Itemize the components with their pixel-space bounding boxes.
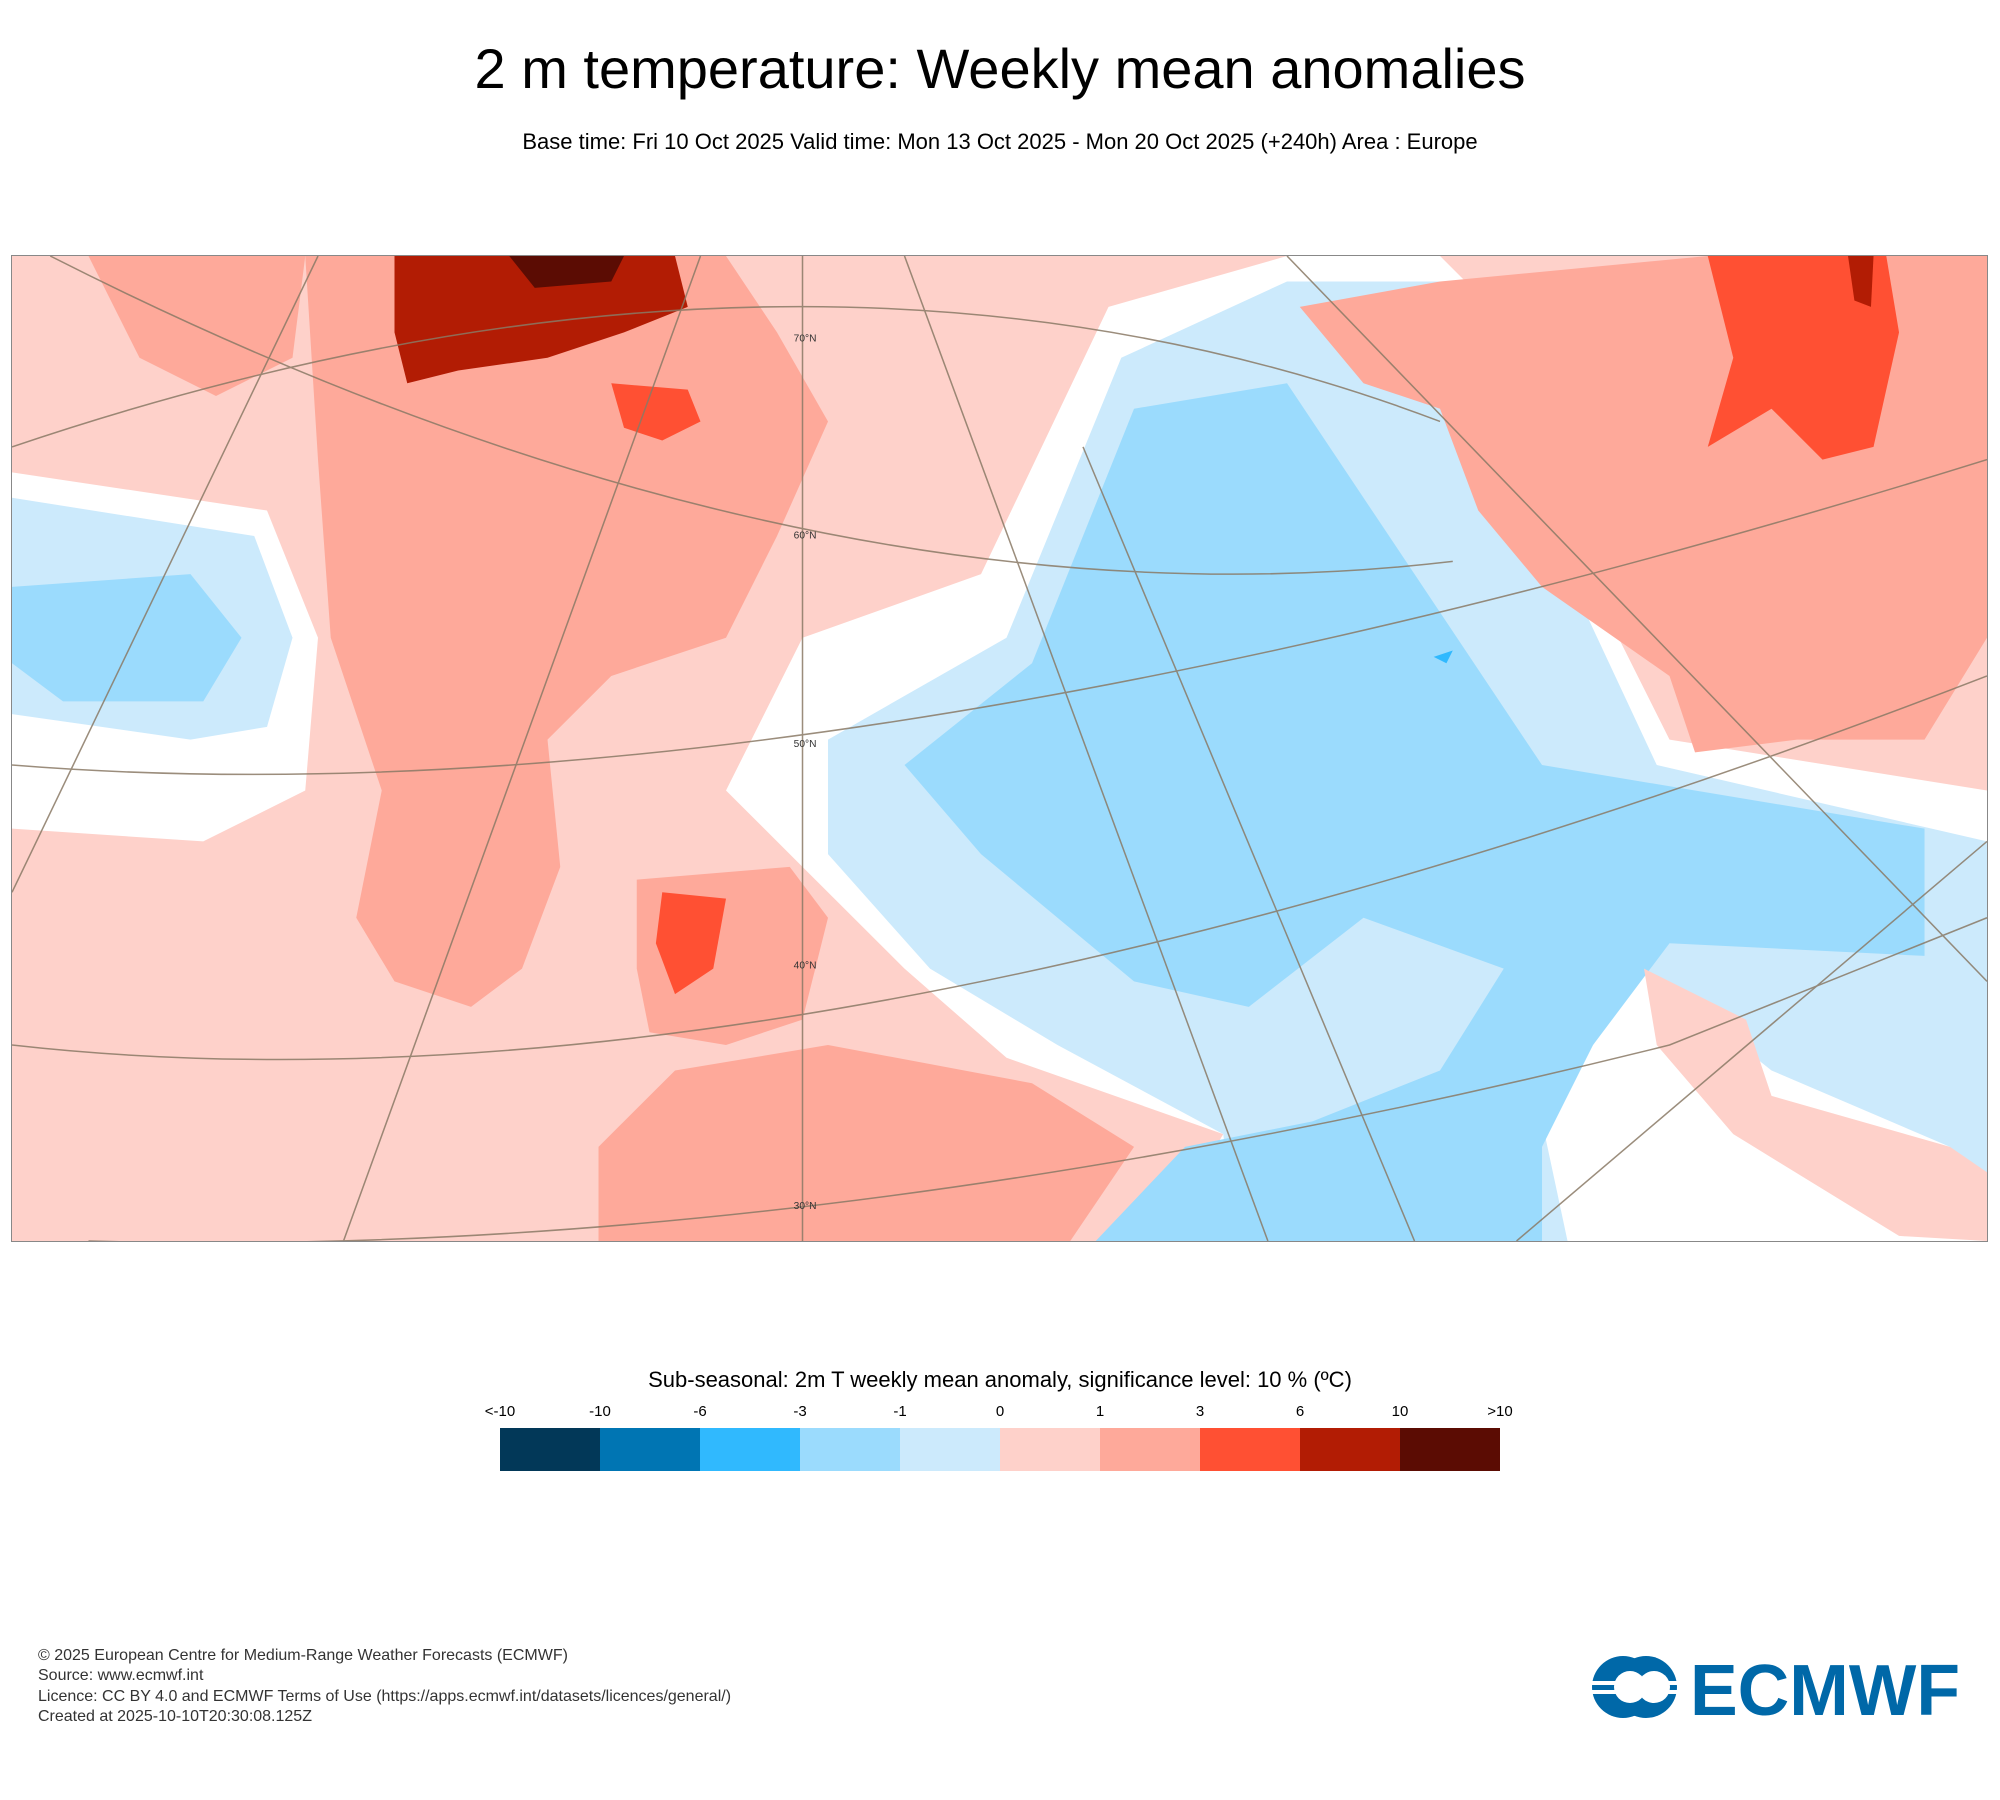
legend-tick-label: -3	[793, 1403, 807, 1420]
chart-subtitle: Base time: Fri 10 Oct 2025 Valid time: M…	[522, 129, 1478, 154]
footer-copyright: © 2025 European Centre for Medium-Range …	[38, 1647, 568, 1664]
chart-title: 2 m temperature: Weekly mean anomalies	[474, 37, 1526, 100]
legend-colorbar	[500, 1428, 1500, 1471]
anomaly-region-warm-atlantic	[305, 256, 829, 1007]
lat-label: 60°N	[794, 531, 817, 542]
footer-source: Source: www.ecmwf.int	[38, 1667, 204, 1684]
legend-color-swatch	[500, 1428, 600, 1471]
footer-created: Created at 2025-10-10T20:30:08.125Z	[38, 1708, 312, 1725]
ecmwf-logo: ECMWF	[1590, 1654, 1960, 1720]
svg-text:ECMWF: ECMWF	[1690, 1654, 1960, 1720]
anomaly-region-north-africa	[598, 1045, 1135, 1241]
graticule	[12, 256, 1987, 1241]
anomaly-map: 70°N 60°N 50°N 40°N 30°N	[11, 255, 1988, 1242]
legend-color-swatch	[1300, 1428, 1400, 1471]
lat-label: 30°N	[794, 1201, 817, 1212]
legend-color-swatch	[600, 1428, 700, 1471]
legend-tick-label: 6	[1295, 1403, 1305, 1420]
anomaly-region-russia-hot	[1707, 256, 1900, 460]
anomaly-region-iberia-core	[655, 892, 727, 995]
anomaly-region-middle-east-warm	[1644, 968, 1987, 1241]
anomaly-region-iceland	[611, 383, 701, 441]
legend-tick-label: 10	[1391, 1403, 1409, 1420]
legend-tick-label: -10	[589, 1403, 611, 1420]
lat-label: 70°N	[794, 333, 817, 344]
legend-color-swatch	[1100, 1428, 1200, 1471]
legend-color-swatch	[700, 1428, 800, 1471]
legend-color-swatch	[900, 1428, 1000, 1471]
legend-color-swatch	[1000, 1428, 1100, 1471]
anomaly-region-russia-very-hot	[1848, 256, 1874, 307]
legend-tick-label: -1	[893, 1403, 907, 1420]
footer-licence: Licence: CC BY 4.0 and ECMWF Terms of Us…	[38, 1688, 732, 1705]
legend-tick-label: 3	[1195, 1403, 1205, 1420]
legend-tick-label: >10	[1487, 1403, 1513, 1420]
legend-title: Sub-seasonal: 2m T weekly mean anomaly, …	[648, 1367, 1352, 1392]
anomaly-region-greenland	[394, 256, 688, 384]
anomaly-region-cool-spot	[1433, 650, 1453, 664]
legend-color-swatch	[800, 1428, 900, 1471]
latitude-labels: 70°N 60°N 50°N 40°N 30°N	[794, 333, 817, 1212]
legend-color-swatch	[1400, 1428, 1500, 1471]
anomaly-region-cool-west-core	[12, 574, 242, 702]
legend-tick-label: 0	[995, 1403, 1005, 1420]
anomaly-region-europe-cool	[904, 383, 1925, 1241]
legend-tick-label: 1	[1095, 1403, 1105, 1420]
anomaly-region-greenland-extreme	[509, 256, 625, 288]
lat-label: 50°N	[794, 739, 817, 750]
lat-label: 40°N	[794, 961, 817, 972]
legend-tick-label: -6	[693, 1403, 707, 1420]
legend-color-swatch	[1200, 1428, 1300, 1471]
legend-tick-label: <-10	[484, 1403, 516, 1420]
